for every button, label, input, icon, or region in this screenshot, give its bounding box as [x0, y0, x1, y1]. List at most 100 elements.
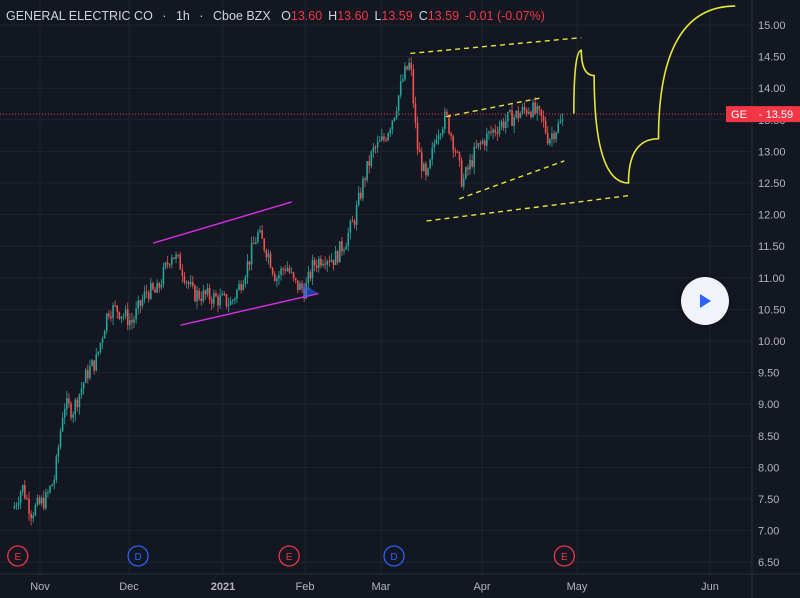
candle-body: [59, 431, 62, 448]
candle-body: [360, 192, 362, 199]
candle-body: [240, 283, 242, 291]
candle-body: [152, 283, 154, 290]
candle-body: [416, 122, 419, 150]
low-value: 13.59: [381, 9, 413, 23]
candle-body: [265, 250, 268, 258]
candle-body: [322, 263, 324, 266]
candle-body: [147, 292, 150, 299]
candle-body: [368, 161, 371, 166]
candle-body: [519, 113, 522, 119]
candle-body: [168, 264, 171, 266]
candle-body: [40, 497, 43, 504]
candle-body: [561, 119, 564, 122]
y-tick-label: 7.50: [758, 494, 779, 506]
candle-body: [68, 398, 70, 404]
candle-body: [213, 293, 215, 304]
candle-body: [418, 149, 421, 153]
candle-body: [425, 163, 427, 176]
candle-body: [137, 300, 140, 309]
last-price-tag: GE - 13.59: [0, 106, 800, 123]
y-tick-label: 6.50: [758, 557, 779, 569]
candle-body: [219, 295, 221, 306]
play-button[interactable]: [681, 277, 729, 325]
y-tick-label: 10.50: [758, 304, 786, 316]
y-tick-label: 12.00: [758, 210, 786, 222]
candle-body: [192, 282, 194, 286]
candle-body: [282, 268, 284, 270]
candle-body: [511, 110, 513, 127]
candle-body: [555, 132, 557, 140]
candle-body: [429, 159, 431, 169]
candle-body: [389, 129, 392, 134]
candle-body: [439, 134, 442, 136]
candle-body: [504, 121, 507, 129]
candle-body: [229, 300, 232, 306]
chart-drawings[interactable]: [153, 5, 736, 326]
candle-body: [231, 300, 234, 302]
y-tick-label: 10.00: [758, 336, 786, 348]
ticker-tag: GE: [731, 109, 747, 121]
candle-body: [351, 221, 354, 223]
candle-body: [513, 116, 515, 127]
candle-body: [297, 280, 299, 290]
candle-body: [408, 62, 410, 70]
candle-body: [76, 399, 79, 408]
candle-body: [150, 283, 152, 299]
candle-body: [385, 139, 387, 141]
candle-body: [381, 136, 383, 141]
event-marker-label: D: [134, 552, 141, 563]
candle-body: [410, 62, 413, 70]
candle-body: [288, 267, 291, 273]
candle-body: [24, 485, 26, 499]
candle-body: [61, 417, 64, 432]
candle-body: [339, 241, 341, 263]
candle-body: [95, 354, 98, 371]
x-tick-label: Dec: [119, 581, 139, 593]
candle-body: [246, 261, 249, 278]
candle-body: [370, 151, 373, 166]
candle-body: [181, 269, 184, 276]
candle-body: [448, 114, 450, 134]
x-tick-label: 2021: [211, 581, 235, 593]
candle-body: [412, 69, 415, 104]
candle-body: [45, 492, 47, 509]
candle-body: [420, 152, 423, 172]
candle-body: [252, 243, 255, 245]
candle-body: [53, 479, 56, 485]
candle-body: [521, 107, 524, 114]
separator-dot: ·: [199, 9, 204, 23]
candle-body: [19, 491, 22, 503]
candle-body: [278, 274, 280, 279]
candle-body: [135, 308, 137, 320]
candle-body: [534, 102, 536, 114]
candle-body: [475, 146, 478, 148]
candlestick-series: [13, 57, 564, 526]
candle-body: [63, 408, 66, 418]
candle-body: [324, 263, 326, 265]
candle-body: [383, 136, 385, 140]
candle-body: [183, 275, 186, 283]
high-label: H: [328, 9, 338, 23]
candle-body: [414, 103, 417, 123]
candle-body: [32, 515, 35, 519]
candle-body: [38, 497, 41, 504]
chart-grid: [0, 0, 752, 574]
y-tick-label: 13.00: [758, 146, 786, 158]
y-tick-label: 9.50: [758, 368, 779, 380]
candle-body: [276, 278, 278, 281]
candle-body: [528, 111, 530, 114]
candle-body: [51, 484, 53, 487]
candle-body: [523, 107, 526, 110]
candle-body: [326, 261, 329, 265]
candle-body: [320, 258, 322, 266]
candle-body: [124, 309, 127, 316]
candle-body: [267, 253, 270, 258]
candle-body: [187, 281, 190, 285]
x-tick-label: Feb: [296, 581, 315, 593]
candle-body: [244, 277, 247, 285]
y-tick-label: 14.50: [758, 52, 786, 64]
y-tick-label: 14.00: [758, 83, 786, 95]
candle-body: [171, 257, 173, 265]
